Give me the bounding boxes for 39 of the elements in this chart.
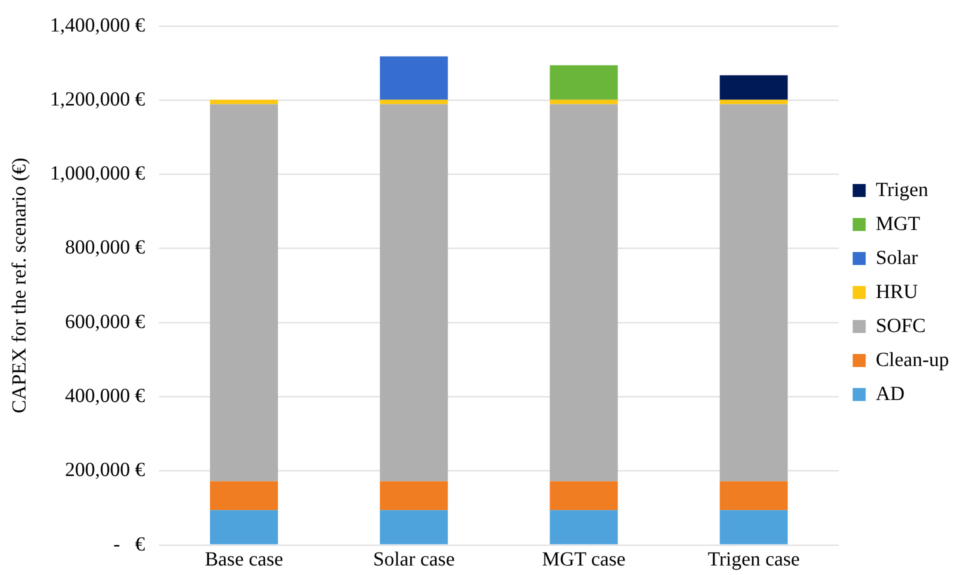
y-tick-label: 600,000 € xyxy=(65,310,145,333)
y-tick-label: 1,200,000 € xyxy=(50,88,145,110)
legend-label: Clean-up xyxy=(876,348,949,371)
bar xyxy=(380,56,448,100)
bar xyxy=(720,510,788,544)
x-tick-label: Trigen case xyxy=(708,548,800,570)
y-tick-label: 1,000,000 € xyxy=(50,162,145,185)
bar xyxy=(550,510,618,544)
bar xyxy=(550,481,618,510)
y-tick-label: 1,400,000 € xyxy=(50,14,145,36)
legend-label: HRU xyxy=(876,280,918,303)
bar xyxy=(720,100,788,104)
bar xyxy=(720,481,788,510)
legend-label: SOFC xyxy=(876,314,926,337)
legend-label: Solar xyxy=(876,246,918,269)
legend-label: Trigen xyxy=(876,178,928,201)
bar xyxy=(720,75,788,100)
legend-label: MGT xyxy=(876,212,920,235)
bar xyxy=(210,481,278,510)
y-tick-label: 200,000 € xyxy=(65,459,145,482)
bar xyxy=(550,104,618,482)
bar xyxy=(380,510,448,544)
x-tick-label: MGT case xyxy=(542,548,626,570)
legend-label: AD xyxy=(876,382,905,405)
y-tick-label: - € xyxy=(113,533,145,556)
bar xyxy=(550,100,618,104)
y-axis-title: CAPEX for the ref. scenario (€) xyxy=(8,158,30,414)
bar xyxy=(380,100,448,104)
bar xyxy=(380,104,448,482)
bar xyxy=(720,104,788,482)
bar xyxy=(210,100,278,104)
y-tick-label: 800,000 € xyxy=(65,236,145,259)
bar xyxy=(210,104,278,482)
x-tick-label: Base case xyxy=(204,548,284,570)
bar xyxy=(550,65,618,100)
bar xyxy=(210,510,278,544)
bar xyxy=(380,481,448,510)
x-tick-label: Solar case xyxy=(373,548,455,570)
y-tick-label: 400,000 € xyxy=(65,384,145,407)
